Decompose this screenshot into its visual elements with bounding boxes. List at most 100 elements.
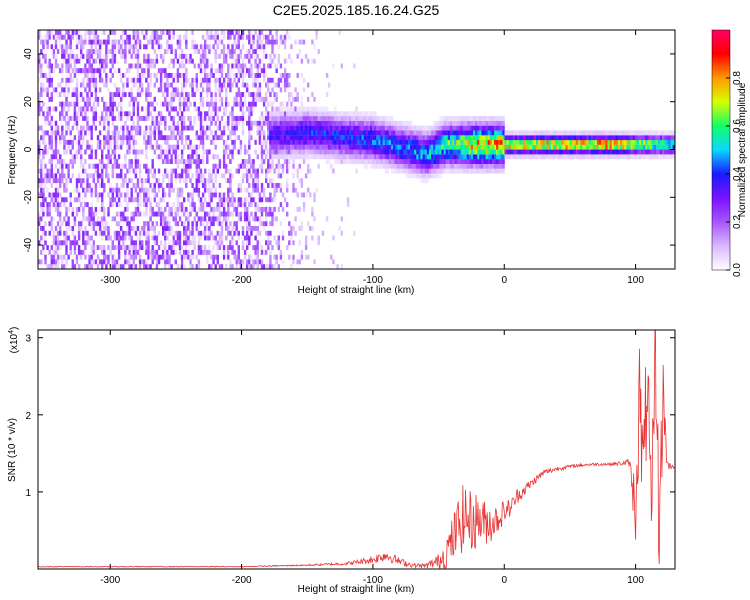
heatmap-cell — [204, 130, 207, 136]
heatmap-cell — [561, 149, 564, 155]
heatmap-cell — [191, 144, 194, 150]
heatmap-cell — [69, 192, 72, 198]
heatmap-cell — [254, 216, 257, 222]
heatmap-cell — [225, 197, 228, 203]
heatmap-cell — [300, 178, 304, 184]
heatmap-cell — [77, 245, 81, 250]
heatmap-cell — [63, 139, 66, 145]
heatmap-cell — [241, 178, 245, 184]
heatmap-cell — [250, 226, 253, 231]
heatmap-cell — [359, 125, 362, 131]
heatmap-cell — [176, 163, 180, 169]
heatmap-cell — [229, 168, 232, 174]
heatmap-cell — [636, 135, 640, 141]
heatmap-cell — [143, 211, 146, 217]
heatmap-cell — [653, 144, 657, 150]
heatmap-cell — [609, 139, 612, 145]
heatmap-cell — [109, 139, 112, 145]
heatmap-cell — [103, 101, 106, 107]
heatmap-cell — [138, 73, 142, 78]
heatmap-cell — [378, 159, 381, 164]
heatmap-cell — [69, 149, 72, 155]
heatmap-cell — [643, 135, 646, 141]
heatmap-cell — [80, 96, 83, 102]
heatmap-cell — [458, 154, 461, 160]
heatmap-cell — [273, 235, 276, 241]
heatmap-cell — [147, 139, 150, 145]
heatmap-cell — [183, 235, 186, 241]
heatmap-cell — [433, 144, 436, 150]
heatmap-cell — [120, 192, 123, 198]
heatmap-cell — [69, 116, 72, 121]
heatmap-cell — [216, 53, 219, 59]
heatmap-cell — [212, 211, 215, 217]
heatmap-cell — [283, 197, 287, 203]
heatmap-cell — [540, 130, 543, 136]
heatmap-cell — [481, 120, 484, 126]
heatmap-cell — [235, 58, 238, 64]
heatmap-cell — [178, 135, 182, 141]
heatmap-cell — [286, 58, 289, 64]
heatmap-cell — [393, 135, 396, 141]
heatmap-cell — [523, 149, 526, 155]
heatmap-cell — [378, 144, 381, 150]
heatmap-cell — [298, 144, 301, 150]
heatmap-cell — [540, 139, 543, 145]
heatmap-cell — [71, 173, 74, 179]
heatmap-cell — [483, 149, 486, 155]
heatmap-cell — [281, 154, 285, 160]
heatmap-cell — [75, 68, 79, 74]
heatmap-cell — [407, 173, 411, 179]
heatmap-cell — [325, 159, 329, 164]
heatmap-cell — [138, 77, 142, 83]
heatmap-cell — [46, 149, 49, 155]
heatmap-cell — [645, 144, 648, 150]
heatmap-cell — [252, 245, 255, 250]
heatmap-cell — [185, 82, 188, 88]
heatmap-cell — [609, 135, 612, 141]
heatmap-cell — [98, 245, 102, 250]
heatmap-cell — [405, 173, 409, 179]
heatmap-cell — [271, 58, 274, 64]
heatmap-cell — [120, 106, 123, 112]
heatmap-cell — [443, 125, 446, 131]
heatmap-cell — [214, 216, 217, 222]
heatmap-cell — [50, 264, 53, 269]
heatmap-cell — [328, 135, 331, 141]
heatmap-cell — [357, 149, 360, 155]
heatmap-cell — [189, 178, 192, 184]
heatmap-cell — [189, 53, 192, 59]
heatmap-cell — [273, 116, 276, 121]
heatmap-cell — [122, 216, 125, 222]
heatmap-cell — [279, 163, 283, 169]
heatmap-cell — [149, 111, 152, 117]
heatmap-cell — [449, 149, 453, 155]
heatmap-cell — [138, 116, 142, 121]
heatmap-cell — [340, 154, 343, 160]
heatmap-cell — [67, 226, 70, 231]
heatmap-cell — [176, 240, 180, 246]
heatmap-cell — [222, 173, 226, 179]
heatmap-cell — [218, 245, 222, 250]
heatmap-cell — [456, 120, 459, 126]
heatmap-cell — [250, 53, 253, 59]
heatmap-cell — [151, 245, 154, 250]
heatmap-cell — [555, 139, 558, 145]
heatmap-cell — [65, 120, 68, 126]
heatmap-cell — [96, 101, 100, 107]
heatmap-cell — [481, 159, 484, 164]
heatmap-cell — [315, 111, 318, 117]
heatmap-cell — [210, 221, 213, 227]
heatmap-cell — [256, 77, 259, 83]
heatmap-cell — [101, 202, 104, 207]
heatmap-cell — [63, 135, 66, 141]
heatmap-cell — [117, 202, 121, 207]
heatmap-cell — [262, 135, 266, 141]
heatmap-cell — [65, 240, 68, 246]
heatmap-cell — [157, 245, 161, 250]
heatmap-cell — [500, 168, 503, 174]
heatmap-cell — [227, 125, 230, 131]
heatmap-cell — [426, 135, 430, 141]
heatmap-cell — [279, 116, 283, 121]
heatmap-cell — [77, 178, 81, 184]
